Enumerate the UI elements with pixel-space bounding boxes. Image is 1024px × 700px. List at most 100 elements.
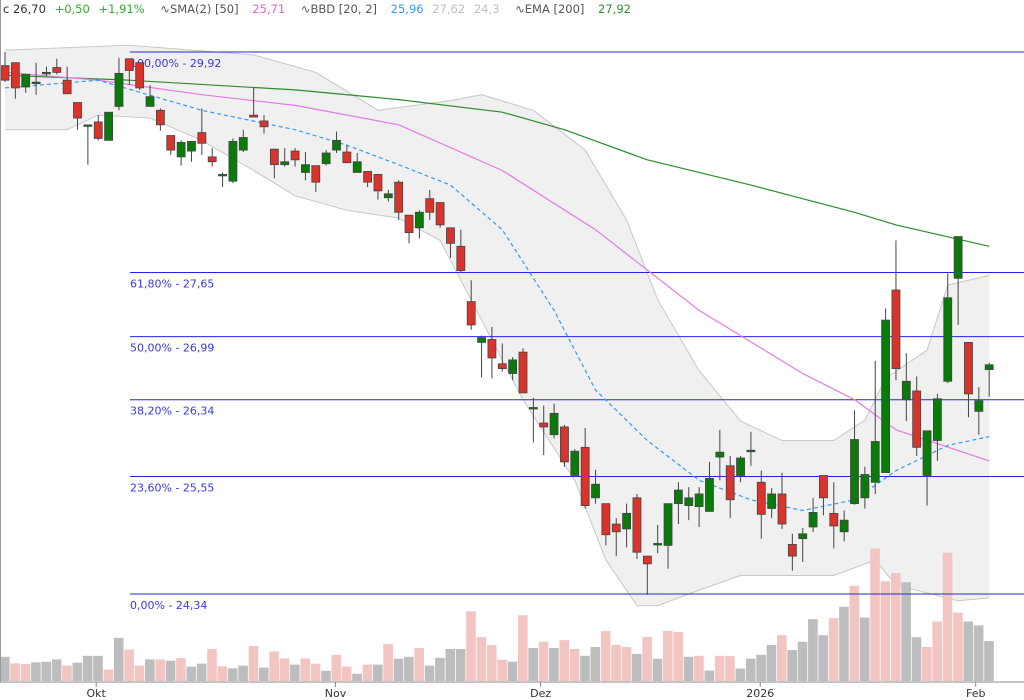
x-tick-label: Feb bbox=[966, 687, 985, 700]
candle-body bbox=[10, 62, 20, 89]
candle-body bbox=[394, 181, 404, 213]
candle-body bbox=[83, 124, 93, 127]
volume-bar bbox=[818, 635, 829, 681]
candle-body bbox=[746, 449, 756, 453]
candle-body bbox=[860, 474, 870, 499]
bb-indicator[interactable]: ∿BBD [20, 2] bbox=[300, 2, 377, 16]
candle-body bbox=[560, 426, 569, 463]
fib-label: 100,00% - 29,92 bbox=[130, 57, 221, 70]
volume-bar bbox=[704, 670, 715, 681]
volume-bar bbox=[238, 665, 248, 681]
volume-bar bbox=[642, 636, 652, 681]
fib-label: 38,20% - 26,34 bbox=[130, 405, 214, 418]
volume-bar bbox=[248, 646, 259, 681]
candle-body bbox=[52, 67, 62, 73]
candle-body bbox=[518, 351, 528, 394]
candle-body bbox=[839, 519, 849, 533]
candle-body bbox=[580, 446, 590, 506]
sma-indicator[interactable]: ∿SMA(2) [50] bbox=[160, 2, 239, 16]
candle-body bbox=[414, 211, 424, 229]
volume-bar bbox=[0, 656, 10, 681]
volume-bar bbox=[165, 660, 176, 681]
volume-bar bbox=[176, 658, 186, 681]
candle-body bbox=[891, 289, 901, 370]
candle-body bbox=[93, 121, 103, 139]
volume-bar bbox=[31, 662, 41, 681]
candle-body bbox=[922, 430, 932, 476]
volume-bar bbox=[725, 656, 735, 681]
volume-bar bbox=[528, 647, 538, 681]
bb-lower-value: 24,3 bbox=[473, 2, 500, 16]
volume-bar bbox=[259, 667, 269, 681]
volume-bar bbox=[352, 673, 362, 681]
volume-bar bbox=[113, 637, 124, 681]
volume-bar bbox=[290, 664, 300, 681]
volume-bar bbox=[217, 666, 228, 681]
volume-bar bbox=[580, 655, 590, 681]
volume-bar bbox=[10, 663, 20, 681]
candle-body bbox=[228, 140, 238, 182]
candle-body bbox=[684, 497, 694, 506]
candle-body bbox=[332, 139, 341, 151]
volume-bar bbox=[683, 656, 694, 681]
candle-body bbox=[725, 465, 735, 501]
candle-body bbox=[311, 165, 321, 183]
volume-bar bbox=[300, 658, 311, 681]
volume-bar bbox=[103, 669, 114, 681]
candle-body bbox=[964, 342, 973, 395]
candle-body bbox=[21, 73, 31, 88]
candle-body bbox=[404, 214, 414, 234]
volume-bar bbox=[963, 621, 974, 681]
candle-body bbox=[342, 151, 352, 164]
candle-body bbox=[497, 363, 507, 370]
volume-bar bbox=[486, 645, 497, 681]
candle-body bbox=[943, 297, 953, 382]
fib-label: 0,00% - 24,34 bbox=[130, 599, 207, 612]
candle-body bbox=[611, 523, 621, 533]
wave-icon: ∿ bbox=[515, 2, 525, 16]
ema-indicator[interactable]: ∿EMA [200] bbox=[515, 2, 585, 16]
candle-body bbox=[767, 493, 777, 509]
volume-bar bbox=[714, 655, 725, 681]
ema200-line bbox=[4, 74, 990, 247]
volume-bar bbox=[310, 663, 321, 681]
volume-bar bbox=[227, 668, 238, 681]
x-tick-label: Dez bbox=[530, 687, 551, 700]
volume-bar bbox=[839, 606, 849, 681]
candles bbox=[0, 52, 994, 595]
volume-bar bbox=[62, 665, 72, 681]
volume-bar bbox=[797, 641, 808, 681]
volume-bar bbox=[880, 581, 891, 681]
volume-bar bbox=[445, 648, 456, 681]
candle-body bbox=[653, 543, 663, 546]
volume-bar bbox=[196, 663, 207, 681]
candle-body bbox=[104, 111, 113, 141]
candle-body bbox=[933, 398, 942, 441]
candle-body bbox=[290, 150, 300, 161]
candle-body bbox=[456, 245, 466, 271]
candle-body bbox=[31, 81, 41, 85]
volume-bar bbox=[435, 657, 445, 681]
bb-mid-value: 25,96 bbox=[390, 2, 424, 16]
bb-upper-value: 27,62 bbox=[432, 2, 466, 16]
volume-bar bbox=[673, 631, 683, 681]
volume-bar bbox=[694, 655, 704, 681]
candle-body bbox=[736, 457, 745, 476]
volume-bar bbox=[507, 661, 518, 681]
candle-body bbox=[176, 141, 186, 158]
candle-body bbox=[953, 236, 963, 279]
candle-body bbox=[425, 198, 435, 213]
candle-body bbox=[321, 152, 331, 165]
volume-bar bbox=[984, 641, 994, 681]
candle-body bbox=[984, 364, 994, 371]
candle-body bbox=[269, 148, 279, 166]
fib-label: 61,80% - 27,65 bbox=[130, 277, 214, 290]
volume-bars bbox=[0, 548, 994, 681]
volume-bar bbox=[942, 552, 953, 681]
volume-bar bbox=[569, 648, 580, 681]
volume-bar bbox=[559, 640, 570, 681]
volume-bar bbox=[600, 630, 611, 681]
sma50-line bbox=[4, 71, 990, 462]
candle-body bbox=[477, 337, 486, 343]
